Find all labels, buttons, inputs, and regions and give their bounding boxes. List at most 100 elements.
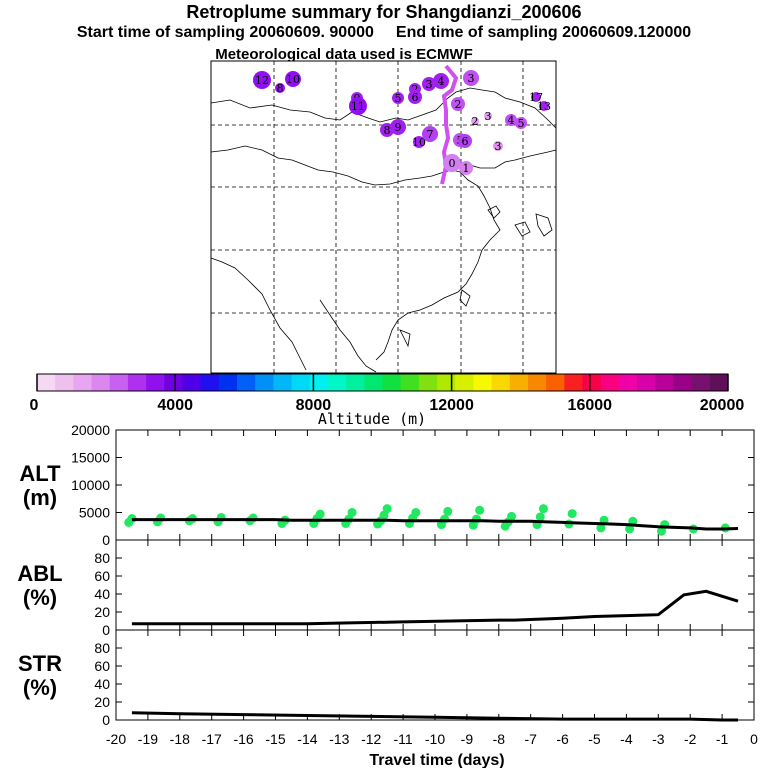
plume-marker-label: 3 <box>426 78 433 91</box>
y-tick-label: 60 <box>94 658 110 674</box>
y-axis-label: STR <box>18 651 62 676</box>
scatter-point <box>315 509 325 519</box>
x-tick-label: -16 <box>233 731 253 747</box>
colorbar-tick-label: 0 <box>30 397 39 414</box>
colorbar-swatch <box>73 374 93 391</box>
colorbar-tick-label: 4000 <box>157 397 193 414</box>
map-frame <box>210 60 557 374</box>
scatter-point <box>475 505 485 515</box>
panel-alt: 0 5000 10000 15000 20000 ALT(m) <box>19 422 755 548</box>
plume-marker <box>380 123 394 137</box>
scatter-point <box>382 504 392 514</box>
y-tick-label: 0 <box>102 532 110 548</box>
scatter-point <box>411 508 421 517</box>
plume-marker <box>349 97 367 115</box>
colorbar-swatch <box>527 374 547 391</box>
plume-marker-label: 2 <box>455 98 462 111</box>
colorbar-swatch <box>255 374 274 391</box>
y-tick-label: 60 <box>94 568 110 584</box>
plume-marker <box>463 70 479 86</box>
y-tick-label: 5000 <box>79 505 110 521</box>
colorbar-swatch <box>618 374 638 391</box>
colorbar-swatch <box>146 374 165 391</box>
colorbar-swatch <box>237 374 256 391</box>
colorbar-swatch <box>327 374 347 391</box>
plume-marker-label: 9 <box>395 121 402 134</box>
time-series-panels: 05000100001500020000ALT(m)020406080ABL(%… <box>17 422 758 747</box>
scatter-point <box>535 512 545 522</box>
y-axis-label: ABL <box>17 561 62 586</box>
x-tick-label: -20 <box>106 731 126 747</box>
plume-marker-label: 3 <box>468 72 475 85</box>
altitude-colorbar: 0 4000 8000 12000 16000 20000 <box>30 373 744 414</box>
colorbar-swatch <box>691 374 711 391</box>
plume-marker <box>451 97 465 111</box>
plume-marker <box>408 90 422 104</box>
y-tick-label: 20000 <box>71 422 110 438</box>
y-axis-label: (m) <box>23 485 57 510</box>
plume-marker-label: 10 <box>412 136 426 149</box>
x-tick-label: -7 <box>524 731 537 747</box>
colorbar-swatch <box>200 374 220 391</box>
x-tick-label: -19 <box>138 731 158 747</box>
y-tick-label: 0 <box>102 712 110 728</box>
plume-marker-label: 8 <box>277 82 284 95</box>
x-tick-label: -3 <box>652 731 665 747</box>
colorbar-swatch <box>400 374 420 391</box>
plume-marker-label: 3 <box>485 110 492 123</box>
plume-marker-label: 17 <box>529 91 543 104</box>
chart-title: Retroplume summary for Shangdianzi_20060… <box>186 2 582 22</box>
y-tick-label: 20 <box>94 604 110 620</box>
x-tick-label: -2 <box>684 731 697 747</box>
scatter-point <box>625 524 635 534</box>
colorbar-swatch <box>509 374 529 391</box>
x-tick-label: 0 <box>750 731 758 747</box>
x-axis-label: Travel time (days) <box>369 752 504 768</box>
colorbar-swatch <box>655 374 674 391</box>
colorbar-swatch <box>37 374 56 391</box>
y-tick-label: 40 <box>94 676 110 692</box>
x-tick-label: -9 <box>461 731 474 747</box>
plume-marker-label: 7 <box>427 128 434 141</box>
y-axis-label: ALT <box>19 461 61 486</box>
colorbar-swatch <box>455 374 474 391</box>
plume-marker-label: 6 <box>412 91 419 104</box>
scatter-point <box>347 508 357 517</box>
plume-marker <box>285 71 301 87</box>
plume-marker-label: 3 <box>495 140 502 153</box>
colorbar-swatch <box>182 374 202 391</box>
scatter-point <box>443 506 453 516</box>
x-tick-label: -10 <box>425 731 445 747</box>
series-line-abl <box>131 589 739 626</box>
plume-marker-label: 6 <box>462 135 469 148</box>
plume-marker-label: 12 <box>255 74 269 87</box>
colorbar-swatch <box>346 374 365 391</box>
colorbar-swatch <box>273 374 293 391</box>
colorbar-swatch <box>546 374 565 391</box>
x-tick-label: -13 <box>329 731 349 747</box>
plume-marker <box>484 112 492 120</box>
plume-marker-label: 2 <box>412 83 419 96</box>
plume-marker-label: 5 <box>518 117 525 130</box>
colorbar-swatch <box>164 374 183 391</box>
x-tick-label: -17 <box>202 731 222 747</box>
colorbar-swatch <box>309 374 329 391</box>
plume-marker-label: 4 <box>508 114 515 127</box>
colorbar-swatch <box>382 374 402 391</box>
plume-marker <box>505 114 517 126</box>
plume-marker <box>253 71 271 89</box>
x-tick-label: -8 <box>493 731 506 747</box>
end-time-label: End time of sampling 20060609.120000 <box>395 24 692 41</box>
colorbar-swatch <box>582 374 602 391</box>
plume-markers: 121089112342356910875601345321713 <box>253 70 551 175</box>
plume-marker <box>493 141 503 151</box>
scatter-point <box>248 513 258 523</box>
x-tick-label: -18 <box>170 731 190 747</box>
x-tick-label: -14 <box>297 731 317 747</box>
y-tick-label: 40 <box>94 586 110 602</box>
plume-marker-label: 1 <box>463 162 470 175</box>
colorbar-swatch <box>491 374 511 391</box>
x-tick-label: -6 <box>556 731 569 747</box>
plume-marker <box>443 154 461 172</box>
colorbar-swatch <box>673 374 693 391</box>
